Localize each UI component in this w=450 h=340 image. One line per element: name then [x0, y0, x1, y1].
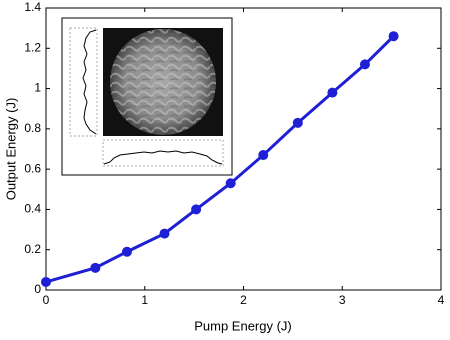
- point: [121, 246, 132, 257]
- x-tick-label: 4: [438, 293, 445, 307]
- x-tick-label: 3: [339, 293, 346, 307]
- point: [159, 228, 170, 239]
- point: [225, 178, 236, 189]
- plot-frame: [45, 7, 442, 291]
- point: [327, 87, 338, 98]
- y-tick-label: 0.2: [24, 242, 41, 256]
- beam-texture: [110, 29, 216, 135]
- y-tick-label: 0.6: [24, 161, 41, 175]
- x-tick-label: 2: [240, 293, 247, 307]
- bottom-profile-box: [102, 139, 224, 167]
- y-tick-label: 1: [34, 81, 41, 95]
- bottom-profile: [103, 150, 223, 165]
- side-profile: [82, 29, 97, 135]
- point: [292, 117, 303, 128]
- point: [90, 262, 101, 273]
- point: [191, 204, 202, 215]
- point: [258, 150, 269, 161]
- y-axis-label: Output Energy (J): [3, 98, 18, 201]
- y-tick-label: 0: [34, 282, 41, 296]
- y-tick-label: 0.8: [24, 121, 41, 135]
- point: [359, 59, 370, 70]
- x-axis-label: Pump Energy (J): [194, 318, 292, 333]
- side-profile-box: [69, 27, 98, 137]
- x-tick-label: 1: [141, 293, 148, 307]
- y-tick-label: 1.4: [24, 0, 41, 14]
- point: [41, 276, 51, 287]
- y-tick-label: 0.4: [24, 202, 41, 216]
- x-tick-label: 0: [43, 293, 50, 307]
- point: [388, 31, 399, 42]
- y-tick-label: 1.2: [24, 40, 41, 54]
- inset: [61, 17, 233, 176]
